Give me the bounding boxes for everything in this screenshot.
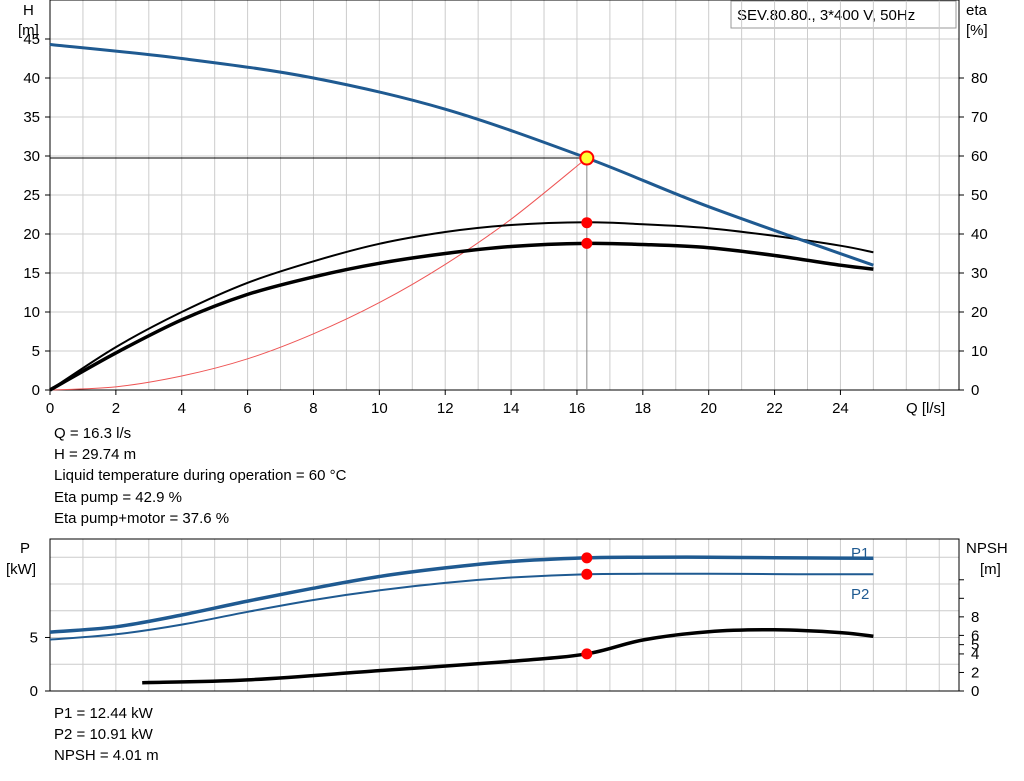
npsh-axis-unit: [m] <box>980 561 1001 578</box>
eta-pump-marker <box>581 217 593 229</box>
q-axis-label: Q [l/s] <box>906 400 945 417</box>
h-tick-label: 45 <box>23 31 40 48</box>
eta-tick-label: 70 <box>971 109 988 126</box>
npsh-tick-label: 2 <box>971 664 979 681</box>
npsh-axis-name: NPSH <box>966 540 1008 557</box>
info-npsh: NPSH = 4.01 m <box>54 747 159 764</box>
eta-tick-label: 80 <box>971 70 988 87</box>
eta-tick-label: 0 <box>971 382 979 399</box>
info-head: H = 29.74 m <box>54 446 137 463</box>
q-tick-label: 22 <box>766 400 783 417</box>
q-tick-label: 0 <box>46 400 54 417</box>
head-curve <box>49 43 874 267</box>
h-tick-label: 0 <box>32 382 40 399</box>
info-liquid-temp: Liquid temperature during operation = 60… <box>54 467 347 484</box>
p-tick-label: 5 <box>30 629 38 646</box>
p2-curve-label: P2 <box>851 586 869 603</box>
npsh-tick-label: 4 <box>971 646 979 663</box>
q-tick-label: 8 <box>309 400 317 417</box>
eta-tick-label: 10 <box>971 343 988 360</box>
h-tick-label: 10 <box>23 304 40 321</box>
h-tick-label: 30 <box>23 148 40 165</box>
p-axis-name: P <box>20 540 30 557</box>
eta-tick-label: 50 <box>971 187 988 204</box>
power-chart-frame <box>49 538 960 692</box>
eta-total-marker <box>581 237 593 249</box>
p1-marker <box>581 552 593 564</box>
h-axis-name: H <box>23 2 34 19</box>
q-tick-label: 14 <box>503 400 520 417</box>
npsh-marker <box>581 648 593 660</box>
q-tick-label: 18 <box>634 400 651 417</box>
q-tick-label: 20 <box>700 400 717 417</box>
duty-point-marker <box>579 150 595 166</box>
p-axis-unit: [kW] <box>6 561 36 578</box>
info-eta-total: Eta pump+motor = 37.6 % <box>54 510 230 527</box>
h-tick-label: 20 <box>23 226 40 243</box>
q-tick-label: 10 <box>371 400 388 417</box>
h-tick-label: 5 <box>32 343 40 360</box>
eta-tick-label: 20 <box>971 304 988 321</box>
npsh-tick-label: 0 <box>971 683 979 700</box>
info-p1: P1 = 12.44 kW <box>54 705 153 722</box>
eta-tick-label: 60 <box>971 148 988 165</box>
info-eta-pump: Eta pump = 42.9 % <box>54 489 182 506</box>
q-tick-label: 12 <box>437 400 454 417</box>
q-tick-label: 6 <box>243 400 251 417</box>
eta-axis-name: eta <box>966 2 988 19</box>
npsh-tick-label: 5 <box>971 637 979 654</box>
eta-total-curve <box>49 241 874 392</box>
p-tick-label: 0 <box>30 683 38 700</box>
npsh-tick-label: 8 <box>971 609 979 626</box>
p2-marker <box>581 568 593 580</box>
q-tick-label: 4 <box>178 400 186 417</box>
q-tick-label: 2 <box>112 400 120 417</box>
title-box-text: SEV.80.80., 3*400 V, 50Hz <box>737 7 915 24</box>
h-tick-label: 15 <box>23 265 40 282</box>
eta-tick-label: 40 <box>971 226 988 243</box>
npsh-tick-label: 6 <box>971 627 979 644</box>
h-tick-label: 25 <box>23 187 40 204</box>
h-tick-label: 40 <box>23 70 40 87</box>
info-flow: Q = 16.3 l/s <box>54 425 132 442</box>
eta-pump-curve <box>49 221 874 391</box>
title-box <box>730 0 957 29</box>
q-tick-label: 24 <box>832 400 849 417</box>
p1-curve <box>49 555 874 634</box>
h-axis-unit: [m] <box>18 22 39 39</box>
eta-tick-label: 30 <box>971 265 988 282</box>
q-tick-label: 16 <box>569 400 586 417</box>
info-p2: P2 = 10.91 kW <box>54 726 153 743</box>
system-curve <box>49 157 588 391</box>
eta-axis-unit: [%] <box>966 22 988 39</box>
h-tick-label: 35 <box>23 109 40 126</box>
p2-curve <box>49 572 874 641</box>
